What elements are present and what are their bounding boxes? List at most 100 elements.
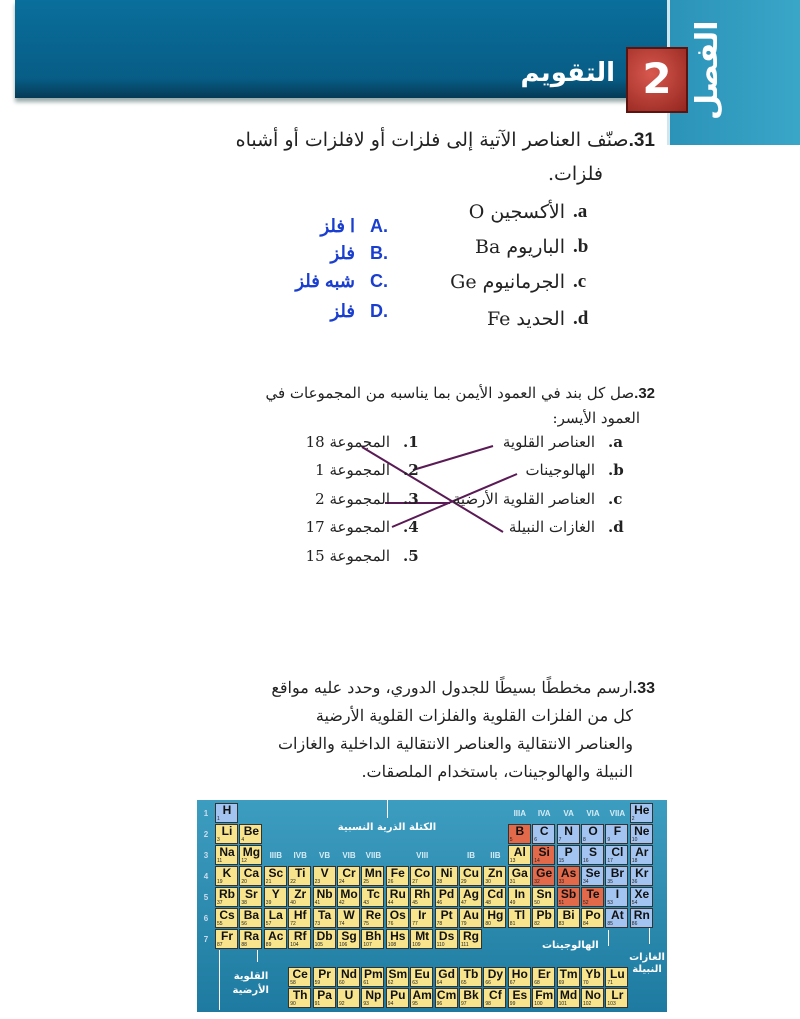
group-label: VA xyxy=(563,809,574,818)
element-Gd: Gd 64 xyxy=(434,967,458,987)
element-Bk: Bk 97 xyxy=(459,988,482,1008)
element-Co: Co 27 xyxy=(410,866,434,886)
element-number: 84 xyxy=(583,921,589,927)
element-symbol: Dy xyxy=(487,967,504,981)
q31-answer-text: فلز xyxy=(330,301,356,321)
q33-line: والعناصر الانتقالية والعناصر الانتقالية … xyxy=(278,734,633,755)
q32-right-letter: d. xyxy=(608,518,624,536)
element-symbol: Na xyxy=(219,845,235,859)
group-label: VIA xyxy=(586,809,600,818)
group-label: VIB xyxy=(342,851,356,860)
match-line-a-2 xyxy=(412,445,494,471)
element-number: 104 xyxy=(290,942,299,948)
q33-line-text: والعناصر الانتقالية والعناصر الانتقالية … xyxy=(277,734,633,753)
match-line-d-1 xyxy=(361,446,504,533)
element-symbol: Se xyxy=(585,866,601,880)
q31-answer-letter: D. xyxy=(370,301,388,321)
match-line-b-4 xyxy=(391,473,518,528)
arrow-icon xyxy=(608,930,609,946)
element-number: 46 xyxy=(436,900,443,906)
element-Sm: Sm 62 xyxy=(385,967,409,987)
element-Pb: Pb 82 xyxy=(532,908,556,928)
element-Mo: Mo 42 xyxy=(337,887,360,907)
chapter-banner xyxy=(15,0,667,98)
element-number: 69 xyxy=(558,980,565,986)
element-symbol: Rn xyxy=(633,908,650,922)
element-Hg: Hg 80 xyxy=(483,908,507,928)
q32-left-text: المجموعة 15 xyxy=(305,547,390,565)
element-symbol: Sb xyxy=(560,887,577,901)
element-symbol: Nb xyxy=(316,887,333,901)
element-number: 62 xyxy=(387,980,394,986)
element-symbol: Nd xyxy=(341,967,357,981)
element-number: 41 xyxy=(314,900,321,906)
element-number: 52 xyxy=(583,900,589,906)
element-symbol: He xyxy=(634,803,650,817)
element-number: 64 xyxy=(436,980,443,986)
label-noble-gases: الغازات النبيلة xyxy=(629,952,665,975)
element-number: 77 xyxy=(412,921,418,927)
element-symbol: Al xyxy=(513,845,526,859)
element-number: 107 xyxy=(363,942,372,948)
element-symbol: C xyxy=(539,824,549,838)
element-symbol: Pd xyxy=(438,887,455,901)
element-symbol: Xe xyxy=(634,887,650,901)
element-symbol: Fm xyxy=(535,988,554,1002)
element-number: 6 xyxy=(534,837,537,843)
element-number: 39 xyxy=(265,900,272,906)
element-Se: Se 34 xyxy=(581,866,604,886)
element-Ds: Ds 110 xyxy=(434,929,458,949)
element-symbol: Md xyxy=(559,988,578,1002)
element-Ni: Ni 28 xyxy=(434,866,458,886)
element-symbol: W xyxy=(343,908,355,922)
element-As: As 33 xyxy=(556,866,580,886)
element-Lr: Lr 103 xyxy=(605,988,629,1008)
element-symbol: Os xyxy=(389,908,406,922)
element-symbol: Np xyxy=(365,988,382,1002)
element-number: 98 xyxy=(485,1001,491,1007)
element-number: 9 xyxy=(607,837,611,843)
element-Ne: Ne 10 xyxy=(629,824,653,844)
q31-number: 31. xyxy=(628,130,655,151)
element-number: 16 xyxy=(583,858,589,864)
q33-line-text: كل من الفلزات القلوية والفلزات القلوية ا… xyxy=(315,706,633,725)
element-number: 74 xyxy=(339,921,345,927)
element-Pa: Pa 91 xyxy=(312,988,336,1008)
element-Ru: Ru 44 xyxy=(385,887,409,907)
element-symbol: Ce xyxy=(292,967,308,981)
element-symbol: S xyxy=(588,845,597,859)
element-symbol: Ga xyxy=(511,866,528,880)
element-number: 106 xyxy=(339,942,348,948)
element-symbol: I xyxy=(615,887,620,901)
period-label: 7 xyxy=(203,935,209,944)
element-Sc: Sc 21 xyxy=(263,866,287,886)
element-Os: Os 76 xyxy=(385,908,409,928)
element-number: 110 xyxy=(436,942,445,948)
element-number: 103 xyxy=(607,1001,616,1007)
element-symbol: Ho xyxy=(511,967,528,981)
element-symbol: Lu xyxy=(610,967,625,981)
element-number: 109 xyxy=(412,942,421,948)
element-number: 82 xyxy=(534,921,540,927)
element-number: 94 xyxy=(387,1001,394,1007)
q33-line: كل من الفلزات القلوية والفلزات القلوية ا… xyxy=(316,706,633,727)
q31-item-text: الأكسجين O xyxy=(468,201,565,223)
element-Xe: Xe 54 xyxy=(629,887,653,907)
element-number: 95 xyxy=(412,1001,418,1007)
element-symbol: Ac xyxy=(268,929,284,943)
element-symbol: Mn xyxy=(364,866,383,880)
element-symbol: Bi xyxy=(562,908,575,922)
element-Tm: Tm 69 xyxy=(556,967,580,987)
element-symbol: Cl xyxy=(611,845,624,859)
element-La: La 57 xyxy=(263,908,287,928)
element-symbol: Sr xyxy=(245,887,258,901)
q32-text: 32.صل كل بند في العمود الأيمن بما يناسبه… xyxy=(265,384,655,404)
element-symbol: Ag xyxy=(463,887,479,901)
element-Yb: Yb 70 xyxy=(581,967,604,987)
q31-answer-text: ا فلز xyxy=(320,216,356,236)
element-Ra: Ra 88 xyxy=(239,929,263,949)
element-number: 73 xyxy=(314,921,321,927)
element-Nd: Nd 60 xyxy=(337,967,360,987)
